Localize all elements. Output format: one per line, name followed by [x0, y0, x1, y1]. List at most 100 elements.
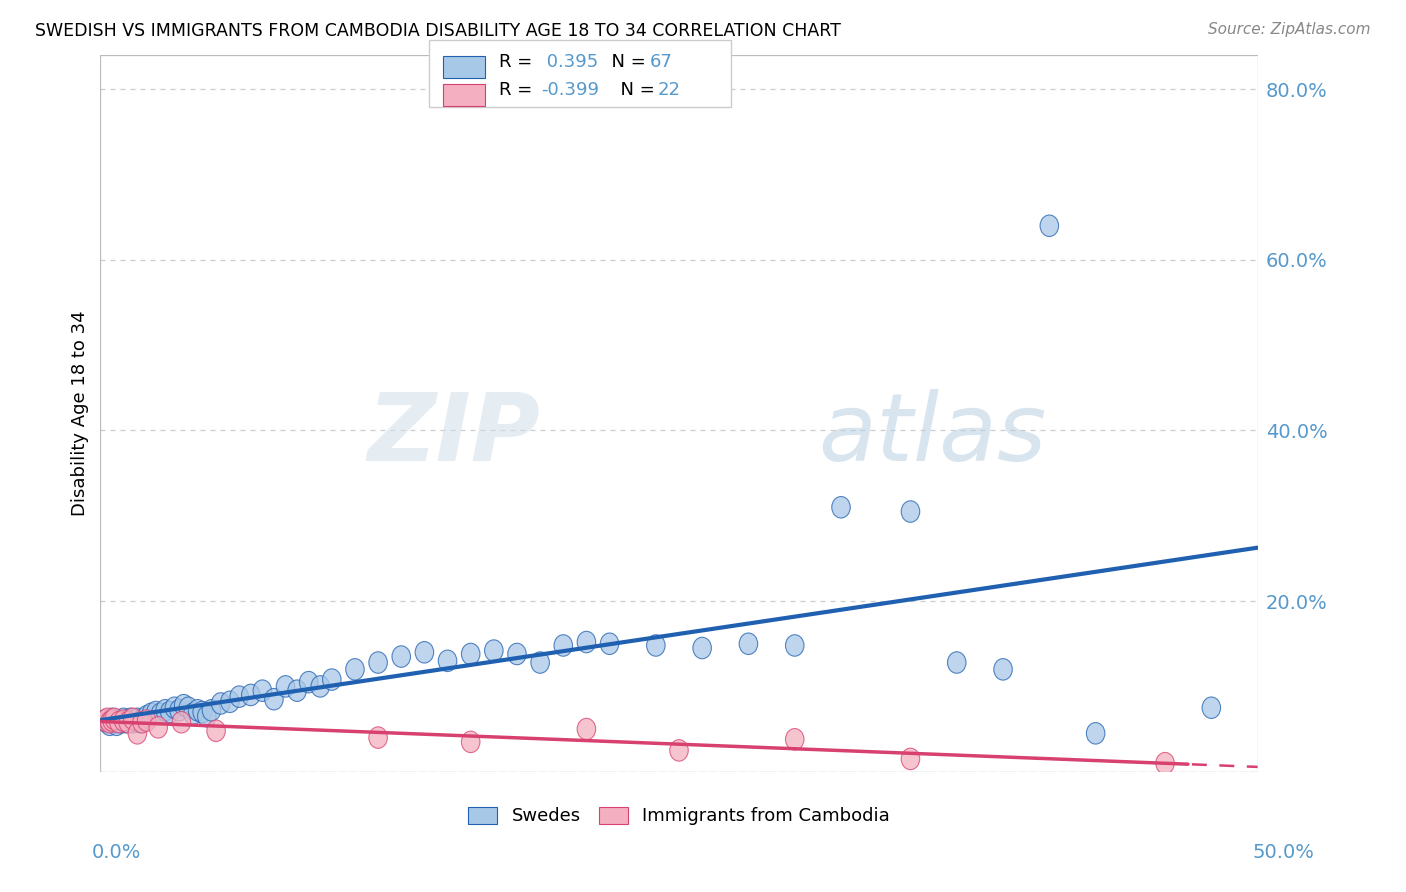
Ellipse shape	[124, 712, 142, 733]
Ellipse shape	[149, 716, 167, 738]
Ellipse shape	[105, 712, 124, 733]
Ellipse shape	[368, 727, 388, 748]
Ellipse shape	[114, 708, 132, 730]
Text: R =: R =	[499, 53, 538, 70]
Ellipse shape	[832, 497, 851, 518]
Ellipse shape	[135, 708, 153, 730]
Ellipse shape	[110, 712, 128, 733]
Ellipse shape	[132, 710, 152, 731]
Ellipse shape	[1040, 215, 1059, 236]
Text: N =: N =	[609, 80, 661, 99]
Ellipse shape	[98, 708, 117, 730]
Ellipse shape	[221, 691, 239, 713]
Text: ZIP: ZIP	[367, 389, 540, 481]
Text: 0.0%: 0.0%	[91, 843, 141, 862]
Ellipse shape	[132, 712, 152, 733]
Ellipse shape	[142, 703, 160, 724]
Text: 67: 67	[650, 53, 672, 70]
Ellipse shape	[693, 637, 711, 659]
Ellipse shape	[311, 675, 329, 698]
Ellipse shape	[105, 708, 124, 730]
Ellipse shape	[211, 693, 231, 714]
Text: 22: 22	[658, 80, 681, 99]
Text: -0.399: -0.399	[541, 80, 599, 99]
Ellipse shape	[554, 635, 572, 657]
Ellipse shape	[114, 710, 132, 731]
Ellipse shape	[125, 710, 145, 731]
Text: atlas: atlas	[818, 390, 1046, 481]
Ellipse shape	[288, 680, 307, 701]
Ellipse shape	[146, 701, 165, 723]
Ellipse shape	[276, 675, 295, 698]
Ellipse shape	[439, 650, 457, 672]
Ellipse shape	[461, 643, 479, 665]
Text: SWEDISH VS IMMIGRANTS FROM CAMBODIA DISABILITY AGE 18 TO 34 CORRELATION CHART: SWEDISH VS IMMIGRANTS FROM CAMBODIA DISA…	[35, 22, 841, 40]
Ellipse shape	[131, 712, 149, 733]
Ellipse shape	[948, 652, 966, 673]
Ellipse shape	[508, 643, 526, 665]
Ellipse shape	[96, 710, 114, 731]
Ellipse shape	[485, 640, 503, 661]
Ellipse shape	[576, 718, 596, 739]
Ellipse shape	[392, 646, 411, 667]
Ellipse shape	[188, 699, 207, 721]
Ellipse shape	[174, 695, 193, 716]
Ellipse shape	[669, 739, 689, 761]
Ellipse shape	[786, 635, 804, 657]
Ellipse shape	[242, 684, 260, 706]
Ellipse shape	[152, 703, 170, 724]
Ellipse shape	[165, 697, 184, 718]
Text: 50.0%: 50.0%	[1253, 843, 1315, 862]
Ellipse shape	[103, 710, 121, 731]
Ellipse shape	[96, 710, 114, 731]
Ellipse shape	[100, 714, 120, 736]
Ellipse shape	[156, 699, 174, 721]
Ellipse shape	[121, 708, 139, 730]
Ellipse shape	[207, 720, 225, 741]
Ellipse shape	[461, 731, 479, 753]
Ellipse shape	[117, 712, 135, 733]
Ellipse shape	[128, 723, 146, 744]
Ellipse shape	[264, 689, 283, 710]
Ellipse shape	[98, 712, 117, 733]
Ellipse shape	[1156, 753, 1174, 774]
Ellipse shape	[170, 699, 188, 721]
Ellipse shape	[322, 669, 342, 690]
Ellipse shape	[901, 748, 920, 770]
Ellipse shape	[103, 708, 121, 730]
Ellipse shape	[901, 500, 920, 523]
Ellipse shape	[600, 633, 619, 655]
Text: N =: N =	[600, 53, 652, 70]
Ellipse shape	[107, 714, 125, 736]
Ellipse shape	[184, 703, 202, 724]
Ellipse shape	[120, 712, 138, 733]
Text: 0.395: 0.395	[541, 53, 599, 70]
Ellipse shape	[110, 710, 128, 731]
Ellipse shape	[740, 633, 758, 655]
Ellipse shape	[786, 729, 804, 750]
Ellipse shape	[576, 632, 596, 653]
Ellipse shape	[368, 652, 388, 673]
Ellipse shape	[138, 706, 156, 727]
Ellipse shape	[160, 701, 179, 723]
Ellipse shape	[100, 712, 120, 733]
Ellipse shape	[179, 697, 198, 718]
Ellipse shape	[138, 710, 156, 731]
Ellipse shape	[1087, 723, 1105, 744]
Ellipse shape	[198, 706, 217, 727]
Ellipse shape	[299, 672, 318, 693]
Ellipse shape	[1202, 697, 1220, 718]
Ellipse shape	[193, 701, 211, 723]
Ellipse shape	[202, 699, 221, 721]
Y-axis label: Disability Age 18 to 34: Disability Age 18 to 34	[72, 310, 89, 516]
Ellipse shape	[346, 658, 364, 680]
Text: R =: R =	[499, 80, 538, 99]
Ellipse shape	[253, 680, 271, 701]
Ellipse shape	[531, 652, 550, 673]
Ellipse shape	[231, 686, 249, 707]
Ellipse shape	[172, 712, 191, 733]
Text: Source: ZipAtlas.com: Source: ZipAtlas.com	[1208, 22, 1371, 37]
Legend: Swedes, Immigrants from Cambodia: Swedes, Immigrants from Cambodia	[463, 801, 896, 830]
Ellipse shape	[415, 641, 433, 663]
Ellipse shape	[112, 712, 131, 733]
